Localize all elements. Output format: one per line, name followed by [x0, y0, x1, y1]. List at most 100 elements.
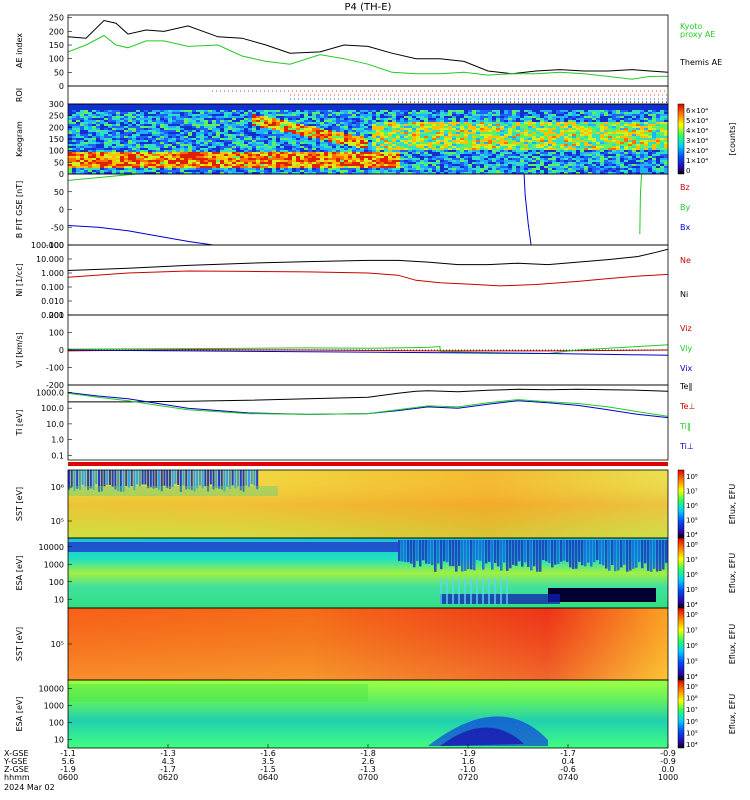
keogram-ytick: 0 — [59, 170, 64, 179]
sst_elec-colorbar — [677, 607, 685, 681]
velocity-ylabel: Vi [km/s] — [15, 332, 24, 368]
keogram-colorbar-tick: 6×10⁴ — [686, 107, 708, 115]
keogram-colorbar-tick: 4×10⁴ — [686, 127, 708, 135]
xaxis-tick-t: 0600 — [58, 773, 78, 782]
keogram-ytick: 50 — [54, 158, 64, 167]
xaxis-tick-x: -0.9 — [660, 749, 676, 758]
roi-ylabel: ROI — [15, 88, 24, 102]
sst_elec-ytick: 10⁵ — [51, 640, 64, 649]
sst_ion-ytick: 10⁶ — [51, 483, 64, 492]
xaxis-tick-z: -0.6 — [560, 765, 576, 774]
bfit-legend-2: Bx — [680, 223, 690, 232]
temperature-frame — [67, 384, 669, 461]
esa_elec-ylabel: ESA [eV] — [15, 697, 24, 732]
esa_elec-colorbar-tick: 10⁸ — [686, 695, 698, 703]
esa-elec-features — [68, 684, 548, 746]
esa_ion-ytick: 1000 — [44, 560, 64, 569]
esa_ion-colorbar-tick: 10⁸ — [686, 541, 698, 549]
temperature-ylabel: Ti [eV] — [15, 409, 24, 436]
ae-legend-1: proxy AE — [680, 30, 715, 39]
sst_ion-ytick: 10⁵ — [51, 517, 64, 526]
velocity-legend-2: Vix — [680, 364, 693, 373]
esa_elec-colorbar-tick: 10⁷ — [686, 706, 698, 714]
xaxis-tick-x: -1.3 — [160, 749, 176, 758]
density-ytick: 0.010 — [41, 297, 64, 306]
figure-date: 2024 Mar 02 — [4, 783, 55, 792]
temperature-legend-2: Ti‖ — [679, 422, 691, 431]
esa-ion-features — [68, 540, 668, 604]
xaxis-tick-y: 2.6 — [362, 757, 375, 766]
sst_ion-colorbar-tick: 10⁷ — [686, 488, 698, 496]
xaxis-tick-z: 0.0 — [662, 765, 675, 774]
density-ytick: 0.001 — [41, 311, 64, 320]
bfit-series-by-late — [639, 174, 643, 235]
sst_elec-colorbar-tick: 10⁸ — [686, 611, 698, 619]
xaxis-tick-z: -1.9 — [60, 765, 76, 774]
temperature-series-te- — [68, 388, 668, 403]
figure-title: P4 (TH-E) — [345, 2, 392, 13]
xaxis-row-label: hhmm — [4, 773, 30, 782]
bfit-series-by — [68, 174, 143, 181]
keogram-ytick: 300 — [49, 100, 64, 109]
velocity-ytick: 100 — [49, 329, 64, 338]
esa_ion-colorbar-tick: 10⁴ — [686, 601, 698, 609]
xaxis-row-label: X-GSE — [4, 749, 29, 758]
sst_ion-colorbar-label: Eflux, EFU — [728, 484, 737, 525]
xaxis-tick-x: -1.7 — [560, 749, 576, 758]
keogram-colorbar-tick: 1×10⁴ — [686, 157, 708, 165]
sst-ion-flag-bar — [68, 462, 668, 466]
keogram-colorbar-tick: 2×10⁴ — [686, 147, 708, 155]
xaxis-tick-t: 0640 — [258, 773, 278, 782]
sst_elec-colorbar-tick: 10⁷ — [686, 627, 698, 635]
esa_elec-colorbar-tick: 10⁶ — [686, 718, 698, 726]
esa-elec-bg — [68, 680, 668, 748]
temperature-ytick: 100.0 — [41, 404, 64, 413]
esa_elec-ytick: 10 — [54, 736, 64, 745]
xaxis-tick-x: -1.9 — [460, 749, 476, 758]
keogram-ytick: 100 — [49, 147, 64, 156]
velocity-series-viy — [68, 344, 668, 355]
ae-legend-2: Themis AE — [679, 58, 722, 67]
velocity-series-vix — [68, 349, 668, 356]
keogram-colorbar — [677, 103, 685, 175]
density-series-ni — [68, 270, 668, 287]
keogram-colorbar-label: [counts] — [728, 123, 737, 156]
xaxis-tick-y: 5.6 — [62, 757, 75, 766]
xaxis-tick-y: -0.9 — [660, 757, 676, 766]
temperature-panel-bg — [68, 385, 668, 460]
xaxis-tick-y: 4.3 — [162, 757, 175, 766]
xaxis-tick-x: -1.6 — [260, 749, 276, 758]
bfit-panel-bg — [68, 174, 668, 245]
sst_ion-colorbar — [677, 469, 685, 539]
ae-series-themis-ae — [68, 19, 668, 75]
ae-ytick: 50 — [54, 68, 64, 77]
velocity-ytick: 200 — [49, 311, 64, 320]
temperature-series-ti- — [68, 392, 668, 419]
esa_elec-colorbar — [677, 679, 685, 749]
bfit-legend-1: By — [680, 203, 690, 212]
temperature-ytick: 0.1 — [51, 451, 64, 460]
esa_ion-colorbar — [677, 537, 685, 609]
ae-ytick: 150 — [49, 41, 64, 50]
esa_elec-ytick: 10000 — [39, 685, 64, 694]
temperature-ytick: 10.0 — [46, 420, 64, 429]
temperature-legend-1: Te⊥ — [679, 402, 695, 411]
sst_elec-ylabel: SST [eV] — [15, 627, 24, 661]
esa_ion-colorbar-tick: 10⁶ — [686, 571, 698, 579]
xaxis-tick-z: -1.3 — [360, 765, 376, 774]
esa_ion-colorbar-tick: 10⁵ — [686, 586, 698, 594]
density-ytick: 0.100 — [41, 283, 64, 292]
density-panel-bg — [68, 245, 668, 315]
sst_elec-colorbar-tick: 10⁶ — [686, 642, 698, 650]
temperature-series-ti- — [68, 392, 668, 417]
xaxis-row-label: Z-GSE — [4, 765, 29, 774]
ae-ytick: 0 — [59, 82, 64, 91]
velocity-legend-0: Viz — [680, 324, 692, 333]
temperature-ytick: 1000.0 — [36, 388, 64, 397]
ae-panel-bg — [68, 15, 668, 86]
density-ytick: 100.000 — [31, 241, 64, 250]
bfit-ytick: -50 — [51, 223, 64, 232]
ae-series-kyoto-proxy-ae — [68, 34, 668, 80]
sst_ion-ylabel: SST [eV] — [15, 487, 24, 521]
